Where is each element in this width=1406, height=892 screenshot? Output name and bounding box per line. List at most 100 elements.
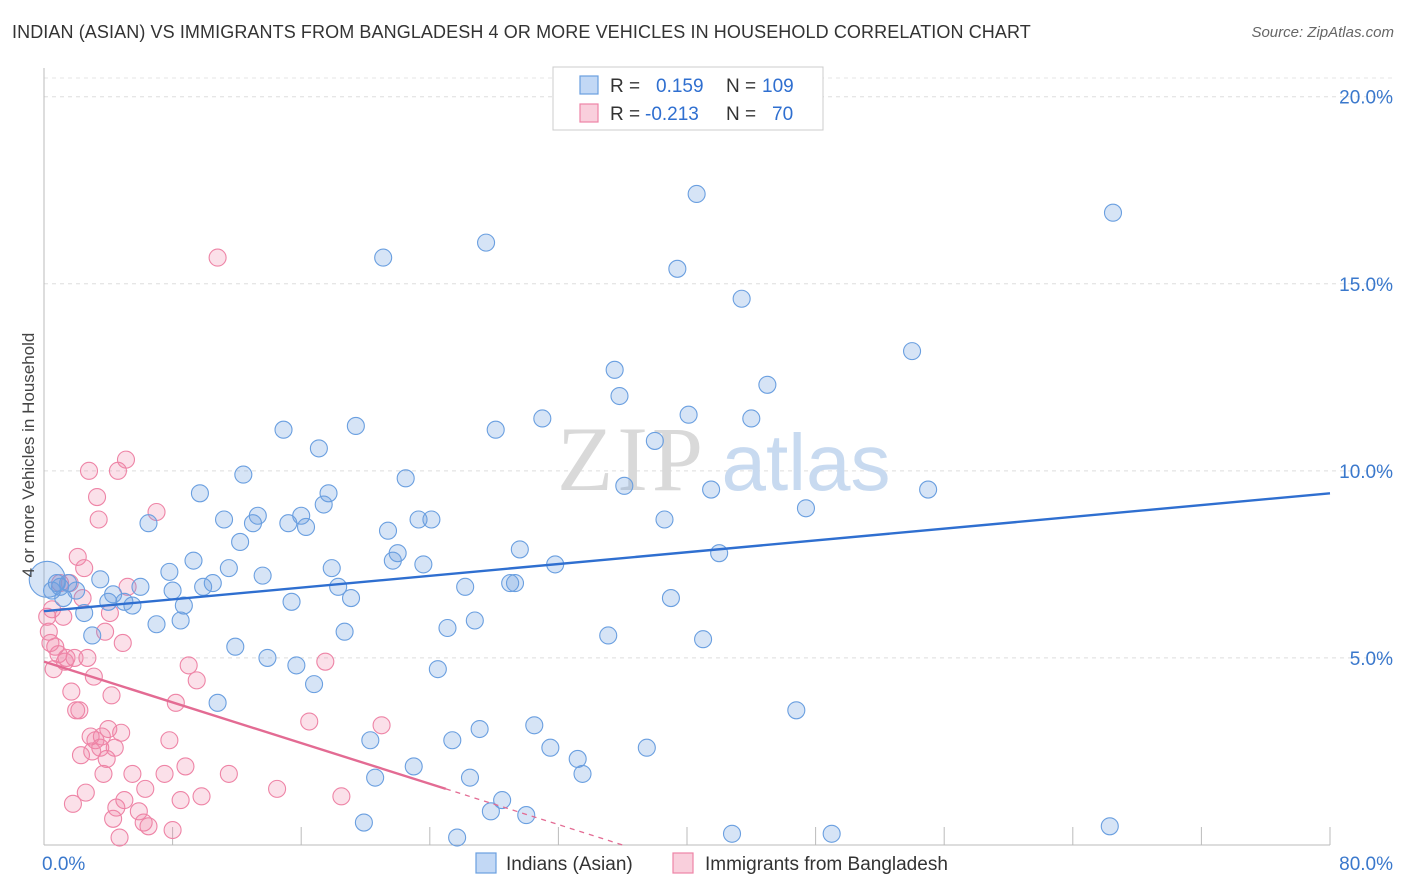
bangladesh-point (105, 738, 124, 757)
indians-point (694, 630, 713, 649)
indians-point (465, 611, 484, 630)
legend-label-bangladesh: Immigrants from Bangladesh (705, 854, 948, 875)
indians-point (1103, 203, 1123, 222)
bangladesh-point (208, 248, 227, 267)
bangladesh-trend-line (43, 660, 447, 791)
indians-point (645, 431, 664, 450)
indians-point (541, 738, 560, 757)
indians-point (123, 596, 142, 615)
indians-point (248, 506, 267, 525)
indians-point (274, 420, 293, 439)
indians-point (687, 184, 706, 204)
indians-point (374, 248, 393, 267)
bangladesh-point (110, 828, 129, 847)
y-axis-label: 4 or more Vehicles in Household (19, 333, 38, 578)
bangladesh-point (70, 701, 89, 720)
indians-point (470, 719, 489, 739)
bangladesh-point (192, 787, 211, 806)
indians-point (460, 768, 480, 787)
indians-trend-line (43, 492, 1331, 613)
indians-point (679, 405, 698, 424)
y-tick-label: 15.0% (1339, 275, 1393, 296)
stats-n-label-pink: N = (726, 104, 756, 125)
bangladesh-point (139, 817, 158, 836)
bangladesh-point (176, 757, 195, 776)
bangladesh-point (92, 727, 111, 746)
bangladesh-point (316, 652, 335, 671)
indians-point (422, 510, 441, 529)
bangladesh-point (78, 648, 97, 667)
bangladesh-point (65, 648, 84, 667)
indians-point (184, 551, 203, 570)
indians-point (919, 480, 938, 499)
bangladesh-point (63, 794, 82, 813)
indians-point (438, 618, 457, 638)
bangladesh-point (123, 764, 142, 783)
bangladesh-point (163, 820, 182, 840)
indians-point (190, 484, 209, 503)
indians-point (414, 555, 433, 574)
indians-point (477, 233, 496, 252)
series-legend: Indians (Asian) Immigrants from Banglade… (475, 852, 948, 875)
stats-n-value-blue: 109 (762, 76, 794, 97)
indians-point (282, 592, 301, 611)
bangladesh-point (94, 764, 113, 783)
bangladesh-point (104, 809, 123, 828)
indians-point (366, 768, 385, 787)
bangladesh-point (116, 450, 136, 469)
bangladesh-point (71, 746, 91, 765)
indians-point (147, 615, 166, 634)
indians-point (83, 626, 102, 645)
y-tick-label: 10.0% (1339, 462, 1393, 483)
bangladesh-point (79, 461, 99, 480)
indians-point (443, 731, 462, 750)
indians-point (486, 420, 505, 439)
indians-point (510, 540, 529, 559)
indians-point (139, 514, 158, 533)
indians-point (346, 416, 365, 436)
indians-point (160, 562, 179, 581)
indians-point (305, 675, 324, 694)
indians-point (287, 656, 306, 675)
stats-r-label-pink: R = (610, 104, 640, 125)
indians-point (258, 648, 277, 667)
indians-point (448, 828, 467, 847)
indians-point (710, 544, 729, 563)
watermark-atlas: atlas (722, 418, 891, 507)
indians-point (1100, 817, 1119, 836)
indians-point (322, 559, 341, 578)
indians-point (409, 510, 428, 529)
indians-point (354, 813, 373, 832)
indians-point (428, 660, 447, 679)
indians-point (637, 738, 656, 757)
bangladesh-point (115, 791, 134, 810)
bangladesh-point (179, 656, 198, 675)
bangladesh-trend-extension (445, 788, 623, 846)
indians-point (319, 484, 338, 503)
gridlines (44, 77, 1392, 659)
indians-point (722, 824, 742, 843)
indians-point (314, 495, 333, 514)
indians-point (456, 577, 475, 596)
indians-point (378, 521, 398, 540)
indians-point (599, 626, 618, 645)
indians-point (533, 409, 552, 428)
indians-point (335, 622, 354, 641)
indians-point (610, 386, 629, 406)
indians-point (493, 791, 512, 810)
indians-point (525, 716, 544, 735)
indians-point (605, 360, 624, 379)
bangladesh-point (268, 779, 287, 798)
indians-point (226, 637, 245, 656)
indians-point (231, 532, 250, 551)
indians-point (163, 581, 182, 600)
bangladesh-point (171, 791, 190, 810)
bangladesh-point (332, 787, 351, 806)
bangladesh-point (300, 712, 319, 731)
indians-point (309, 439, 328, 458)
bangladesh-point (160, 731, 179, 750)
y-tick-label: 20.0% (1339, 88, 1393, 109)
indians-point (131, 577, 150, 596)
indians-point (194, 577, 213, 596)
